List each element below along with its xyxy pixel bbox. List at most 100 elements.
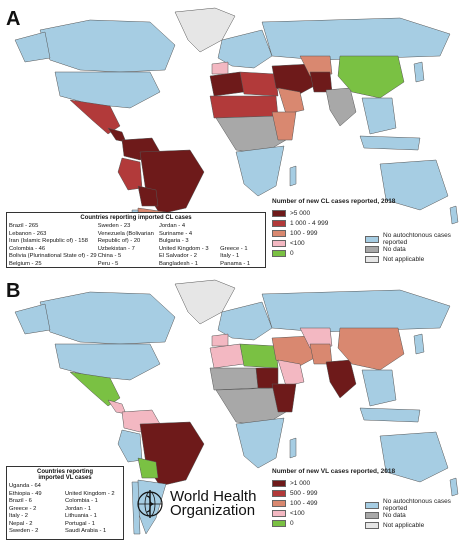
cl-legend-title: Number of new CL cases reported, 2018 [272,198,396,205]
cl-legend-label: 0 [290,249,294,257]
imported-cl-entry: Sweden - 23 [97,223,131,229]
who-emblem-icon [137,490,163,518]
vl-legend-item: Not applicable [365,520,474,530]
cl-legend-item: 1 000 - 4 999 [272,218,395,228]
cl-legend-item: <100 [272,238,395,248]
cl-swatch-2 [272,229,286,237]
who-name: World Health Organization [170,489,256,519]
vl-legend-item: 0 [272,518,395,528]
map-new-zealand [449,477,459,497]
map-bolivia [137,185,159,207]
who-logo: World Health Organization [134,488,256,520]
map-north-africa-west [209,343,245,369]
imported-cl-entry: Jordan - 4 [158,223,186,229]
who-name-line2: Organization [170,502,256,519]
map-canada [39,19,176,73]
cl-legend-label: No autochtonous cases reported [383,232,451,246]
map-indonesia [359,407,421,423]
map-peru [117,157,143,191]
imported-cl-entry [220,231,263,239]
vl-swatch-4 [272,519,286,527]
imported-vl-entry: Colombia - 1 [65,498,98,504]
panel-b-vl-map: B Number of new VL cases reported, 2018 … [0,272,474,543]
vl-legend-label: <100 [290,509,305,517]
map-iberia [211,333,229,347]
imported-vl-box: Countries reporting imported VL cases Ug… [6,466,124,540]
vl-legend-label: No data [383,511,406,519]
vl-legend-item: >1 000 [272,478,395,488]
imported-cl-entry: Brazil - 265 [9,223,39,229]
cl-legend-item: No data [365,244,474,254]
map-alaska [14,31,51,63]
map-iberia [211,61,229,75]
cl-legend-item: Not applicable [365,254,474,264]
map-middle-east [271,335,319,369]
map-chile [131,481,141,535]
map-pakistan-afghan [309,71,333,93]
map-southern-africa [235,145,285,197]
imported-vl-entry: Ethiopia - 49 [9,490,42,497]
map-usa [54,343,161,381]
vl-swatch-3 [272,509,286,517]
imported-vl-entry: Jordan - 1 [65,505,92,512]
map-arabia [277,359,305,387]
imported-cl-entry: Bolivia (Plurinational State of) - 29 [9,253,97,259]
map-indonesia [359,135,421,151]
cl-swatch-other-1 [365,245,379,253]
map-russia [261,17,451,61]
imported-vl-entry: Greece - 2 [9,505,37,512]
imported-cl-entry: Bangladesh - 1 [158,260,198,267]
map-north-africa-west [209,71,245,97]
map-canada [39,291,176,345]
vl-legend-item: 100 - 499 [272,498,395,508]
map-india [325,87,357,127]
vl-swatch-other-1 [365,511,379,519]
imported-vl-entry: Brazil - 6 [9,498,32,504]
vl-legend-item: 500 - 999 [272,488,395,498]
imported-cl-entry: El Salvador - 2 [158,253,197,259]
map-japan [413,333,425,355]
cl-legend-item: 100 - 999 [272,228,395,238]
cl-legend-item: No autochtonous cases reported [365,232,474,246]
cl-legend-label: <100 [290,239,305,247]
map-north-africa-east [239,343,279,369]
imported-cl-entry: Panama - 1 [220,260,251,267]
vl-legend-label: Not applicable [383,521,425,529]
imported-vl-title-1: Countries reporting [36,469,93,475]
map-madagascar [289,437,297,459]
cl-legend-label: 1 000 - 4 999 [290,219,329,227]
vl-legend-label: 0 [290,519,294,527]
imported-vl-entry: United Kingdom - 2 [65,490,115,497]
cl-swatch-3 [272,239,286,247]
map-madagascar [289,165,297,187]
map-japan [413,61,425,83]
map-southern-africa [235,417,285,469]
vl-legend-other: No autochtonous cases reported No data N… [365,498,474,530]
map-sahel [209,95,279,119]
imported-cl-entry: Republic of) - 20 [97,238,141,244]
imported-vl-title-2: imported VL cases [38,475,92,481]
imported-vl-entry: Uganda - 64 [9,483,41,489]
vl-legend-label: 100 - 499 [290,499,318,507]
map-southeast-asia [361,369,397,407]
imported-cl-entry: Suriname - 4 [158,230,193,237]
panel-a-cl-map: A Number of new CL cases reported, 2018 … [0,0,474,270]
map-central-asia [299,327,333,349]
map-india [325,359,357,399]
imported-cl-entry: Bulgaria - 3 [158,238,189,244]
map-europe [217,301,273,341]
map-sahel [209,367,259,391]
map-east-africa [271,383,297,413]
imported-vl-entry: Sweden - 2 [9,528,39,534]
imported-cl-entry: Colombia - 46 [9,245,46,252]
cl-swatch-4 [272,249,286,257]
cl-legend-label: Not applicable [383,255,425,263]
imported-vl-entry: Portugal - 1 [65,520,95,527]
map-australia [379,159,449,211]
cl-legend: Number of new CL cases reported, 2018 >5… [272,198,395,258]
cl-swatch-other-0 [365,235,379,243]
imported-cl-entry: Belgium - 25 [9,260,42,267]
vl-swatch-2 [272,499,286,507]
imported-cl-entry: Iran (Islamic Republic of) - 158 [9,238,88,244]
vl-legend-item: No data [365,510,474,520]
